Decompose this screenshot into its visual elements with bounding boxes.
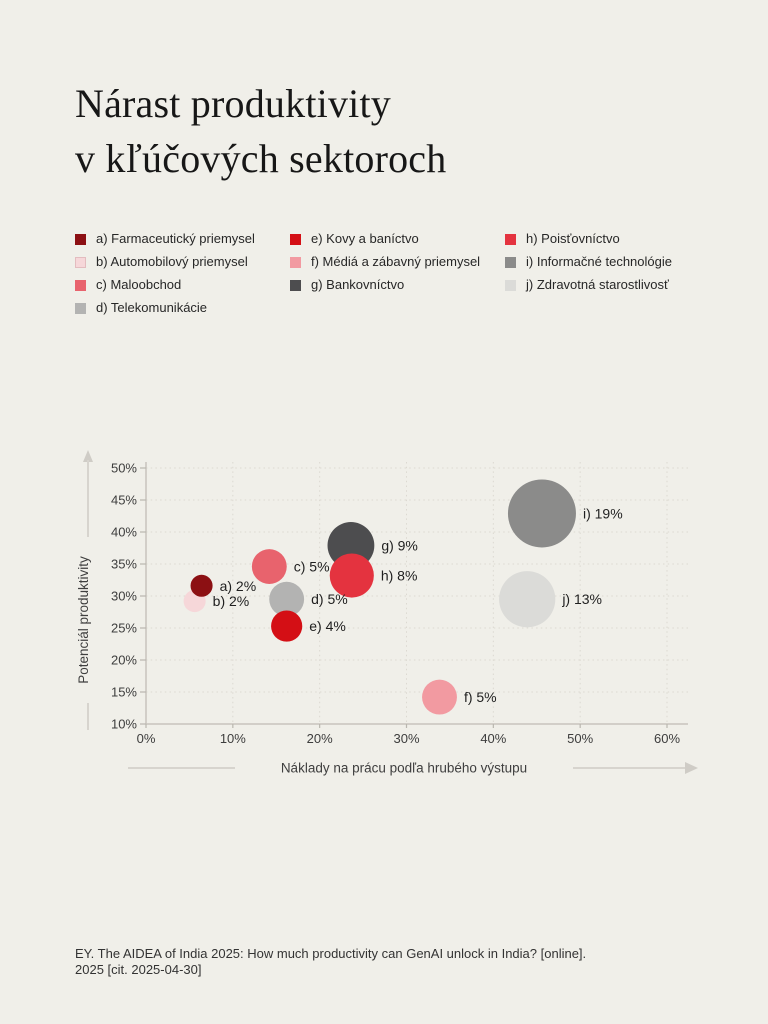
y-tick-label-10: 10%: [111, 717, 137, 732]
y-tick-label-20: 20%: [111, 653, 137, 668]
bubble-labels: b) 2%a) 2% c) 5% d) 5% e) 4% f) 5% g) 9% h) 8%…: [213, 505, 623, 705]
bubble-h: [329, 553, 374, 598]
legend-label-e: e) Kovy a baníctvo: [311, 231, 419, 246]
legend-column-3: h) Poisťovníctvo i) Informačné technológi…: [505, 231, 720, 324]
bubbles: [183, 479, 576, 715]
legend-column-2: e) Kovy a baníctvo f) Médiá a zábavný pri…: [290, 231, 505, 324]
legend-item-e: e) Kovy a baníctvo: [290, 231, 505, 247]
source-line2: 2025 [cit. 2025-04-30]: [75, 962, 202, 978]
bubble-label-e: e) 4%: [309, 618, 346, 634]
y-tick-label-45: 45%: [111, 493, 137, 508]
y-tick-label-30: 30%: [111, 589, 137, 604]
y-tick-label-40: 40%: [111, 525, 137, 540]
bubble-label-a: a) 2%: [220, 578, 257, 594]
x-tick-label-0: 0%: [137, 731, 156, 746]
bubble-f: [422, 679, 457, 715]
y-tick-label-50: 50%: [111, 461, 137, 476]
page-title: Nárast produktivity v kľúčových sektoroc…: [75, 76, 446, 186]
bubble-label-f: f) 5%: [464, 689, 497, 705]
bubble-e: [271, 610, 303, 642]
bubble-j: [499, 571, 556, 628]
bubble-a: [190, 574, 213, 597]
legend-label-c: c) Maloobchod: [96, 276, 182, 292]
legend-label-g: g) Bankovníctvo: [311, 276, 405, 292]
legend-item-i: i) Informačné technológie: [505, 253, 720, 270]
legend-swatch-f: [290, 256, 301, 268]
legend-item-j: j) Zdravotná starostlivosť: [505, 276, 720, 293]
chart-region: 10% 15% 20% 25% 30% 35% 40% 45% 50% 0% 10% 20% 30% 40…: [70, 440, 710, 800]
y-axis-label-group: Potenciál produktivity: [76, 450, 93, 730]
x-axis-arrow-icon: [685, 762, 698, 774]
bubble-c: [251, 549, 287, 585]
legend-item-c: c) Maloobchod: [75, 276, 290, 293]
legend-swatch-e: [290, 234, 301, 245]
y-axis-arrow-icon: [83, 450, 93, 462]
bubble-chart-svg: 10%15%20%25%30%35%40%45%50%0% 10% 20% 30% 40…: [76, 450, 698, 776]
bubble-label-j: j) 13%: [561, 591, 602, 607]
bubble-label-b: b) 2%: [213, 593, 250, 609]
x-tick-label-10: 10%: [220, 731, 246, 746]
legend-item-d: d) Telekomunikácie: [75, 299, 290, 316]
x-axis-label: Náklady na prácu podľa hrubého výstupu: [281, 761, 527, 776]
legend-label-a: a) Farmaceutický priemysel: [96, 231, 255, 246]
source-citation: EY. The AIDEA of India 2025: How much pr…: [75, 946, 715, 979]
legend-label-f: f) Médiá a zábavný priemysel: [311, 253, 481, 269]
legend-swatch-g: [290, 279, 301, 291]
x-tick-label-50: 50%: [567, 731, 593, 746]
legend-item-g: g) Bankovníctvo: [290, 276, 505, 293]
legend-swatch-a: [75, 234, 86, 245]
legend-label-h: h) Poisťovníctvo: [526, 231, 620, 246]
y-tick-label-15: 15%: [111, 685, 137, 700]
legend-swatch-h: [505, 234, 516, 245]
y-tick-label-25: 25%: [111, 621, 137, 636]
x-tick-label-60: 60%: [654, 731, 680, 746]
bubble-label-g: g) 9%: [381, 537, 418, 553]
x-tick-label-30: 30%: [393, 731, 419, 746]
legend-label-i: i) Informačné technológie: [526, 253, 672, 269]
legend-label-j: j) Zdravotná starostlivosť: [526, 276, 669, 292]
legend-swatch-c: [75, 279, 86, 291]
y-tick-label-35: 35%: [111, 557, 137, 572]
bubble-label-c: c) 5%: [294, 559, 330, 575]
legend-swatch-i: [505, 256, 516, 268]
axes: 10%15%20%25%30%35%40%45%50%0% 10% 20% 30% 40…: [111, 461, 688, 746]
bubble-i: [507, 479, 576, 548]
legend-label-d: d) Telekomunikácie: [96, 299, 208, 315]
legend-item-a: a) Farmaceutický priemysel: [75, 231, 290, 247]
bubble-d: [269, 581, 305, 617]
source-line1: EY. The AIDEA of India 2025: How much pr…: [75, 946, 587, 961]
legend-label-b: b) Automobilový priemysel: [96, 253, 248, 269]
x-axis-label-group: Náklady na prácu podľa hrubého výstupu: [128, 761, 698, 776]
page-title-line2: v kľúčových sektoroch: [75, 136, 447, 182]
legend-item-b: b) Automobilový priemysel: [75, 253, 290, 270]
bubble-label-h: h) 8%: [381, 568, 418, 584]
y-axis-label: Potenciál produktivity: [76, 556, 91, 684]
legend: a) Farmaceutický priemysel b) Automobilov…: [75, 231, 735, 324]
bubble-label-d: d) 5%: [311, 591, 348, 607]
legend-item-h: h) Poisťovníctvo: [505, 231, 720, 247]
legend-swatch-d: [75, 302, 86, 314]
page-title-line1: Nárast produktivity: [75, 81, 391, 126]
bubble-label-i: i) 19%: [583, 505, 623, 521]
legend-column-1: a) Farmaceutický priemysel b) Automobilov…: [75, 231, 290, 324]
gridlines: [146, 462, 688, 723]
legend-swatch-b: [75, 256, 86, 268]
x-tick-label-20: 20%: [307, 731, 333, 746]
legend-item-f: f) Médiá a zábavný priemysel: [290, 253, 505, 270]
legend-swatch-j: [505, 279, 516, 291]
x-tick-label-40: 40%: [480, 731, 506, 746]
